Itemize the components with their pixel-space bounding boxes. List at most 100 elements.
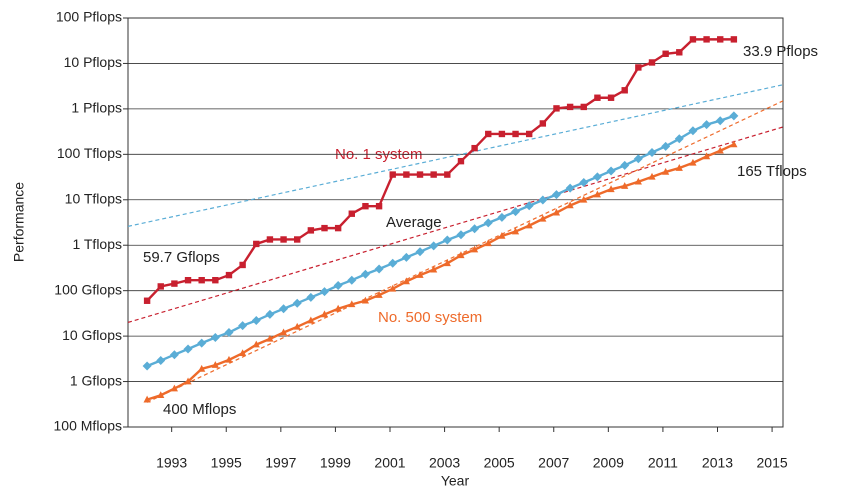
marker	[348, 300, 356, 308]
x-axis-label: Year	[441, 473, 470, 489]
value-annotation: 33.9 Pflops	[743, 43, 818, 60]
marker	[662, 167, 670, 175]
marker	[238, 321, 248, 331]
marker	[497, 212, 507, 222]
marker	[674, 134, 684, 144]
marker	[512, 130, 519, 138]
marker	[606, 166, 616, 176]
marker	[620, 160, 630, 170]
marker	[662, 50, 669, 57]
marker	[361, 296, 370, 304]
marker	[210, 333, 220, 343]
x-tick-label: 2007	[538, 455, 569, 471]
marker	[403, 171, 410, 178]
y-tick-label: 10 Tflops	[65, 190, 122, 206]
marker	[634, 177, 642, 185]
marker	[239, 349, 247, 357]
marker	[198, 276, 205, 284]
marker	[211, 361, 219, 368]
y-tick-label: 1 Tflops	[72, 236, 122, 252]
marker	[579, 177, 589, 187]
marker	[347, 275, 357, 285]
marker	[171, 280, 178, 287]
marker	[729, 111, 739, 121]
marker	[566, 103, 574, 111]
marker	[457, 157, 465, 165]
x-tick-label: 2009	[593, 455, 624, 471]
marker	[374, 264, 384, 274]
x-tick-label: 1997	[265, 455, 296, 471]
marker	[553, 105, 560, 112]
marker	[552, 208, 561, 216]
marker	[416, 271, 424, 278]
marker	[621, 182, 629, 189]
marker	[375, 202, 383, 210]
marker	[320, 310, 329, 318]
value-annotation: 59.7 Gflops	[143, 249, 220, 266]
marker	[689, 36, 697, 43]
marker	[689, 158, 697, 166]
x-tick-label: 2003	[429, 455, 460, 471]
marker	[470, 224, 480, 234]
marker	[648, 172, 656, 180]
marker	[647, 147, 657, 157]
marker	[251, 316, 261, 326]
x-tick-label: 1993	[156, 455, 187, 471]
marker	[593, 190, 602, 198]
marker	[648, 59, 656, 66]
marker	[442, 235, 452, 245]
marker	[430, 171, 437, 178]
marker	[198, 364, 206, 372]
marker	[539, 214, 547, 222]
marker	[389, 284, 397, 292]
marker	[307, 227, 315, 234]
series-line	[146, 143, 735, 401]
x-tick-label: 2001	[374, 455, 405, 471]
marker	[539, 120, 547, 127]
marker	[457, 251, 465, 259]
series-line	[146, 38, 734, 302]
marker	[715, 116, 725, 126]
marker	[484, 239, 492, 247]
grid	[128, 17, 783, 428]
marker	[592, 172, 602, 182]
marker	[415, 247, 425, 257]
x-tick-label: 2005	[484, 455, 515, 471]
value-annotation: 400 Mflops	[163, 401, 236, 418]
trend-line	[128, 84, 783, 227]
series-annotation: Average	[386, 214, 442, 231]
marker	[717, 36, 724, 43]
marker	[675, 164, 683, 171]
marker	[498, 231, 506, 239]
plot-frame	[127, 17, 784, 428]
marker	[730, 140, 738, 148]
marker	[633, 154, 643, 164]
y-tick-label: 1 Gflops	[70, 372, 122, 388]
x-tick-label: 1995	[211, 455, 242, 471]
marker	[334, 224, 342, 232]
marker	[184, 377, 192, 385]
marker	[239, 261, 246, 269]
marker	[142, 361, 152, 371]
x-tick-label: 2013	[702, 455, 733, 471]
marker	[333, 280, 343, 290]
marker	[293, 322, 301, 330]
marker	[483, 218, 493, 228]
marker	[444, 171, 451, 178]
marker	[635, 64, 642, 71]
marker	[143, 395, 151, 403]
marker	[498, 130, 506, 138]
marker	[661, 141, 671, 151]
marker	[253, 240, 260, 248]
x-tick-label: 2011	[648, 455, 678, 471]
y-tick-label: 10 Pflops	[64, 54, 122, 70]
marker	[212, 276, 219, 284]
marker	[306, 292, 316, 302]
marker	[524, 201, 534, 211]
y-tick-label: 10 Gflops	[62, 327, 122, 343]
marker	[716, 146, 724, 154]
marker	[607, 185, 615, 193]
marker	[292, 298, 302, 308]
y-axis-label: Performance	[11, 182, 27, 262]
